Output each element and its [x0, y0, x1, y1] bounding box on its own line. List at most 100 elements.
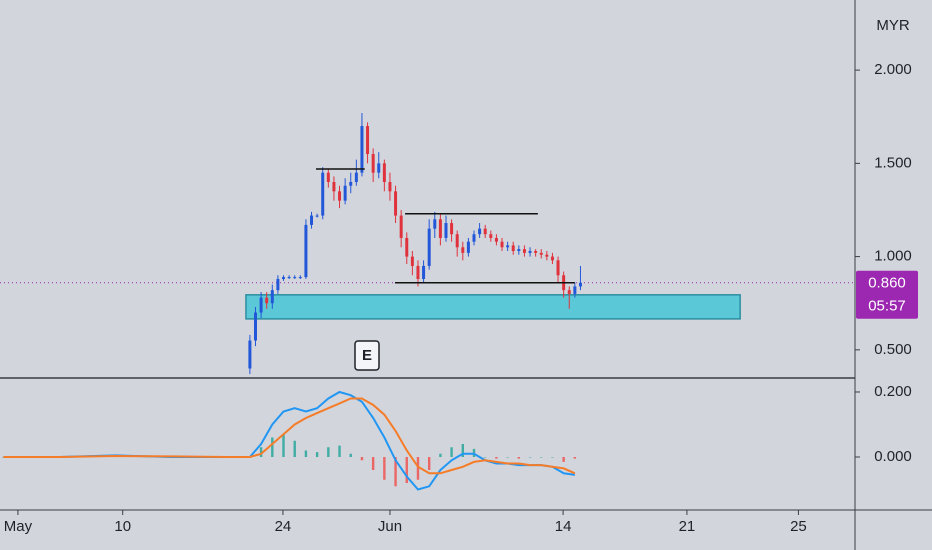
support-zone	[245, 294, 741, 320]
candle-body	[578, 282, 582, 287]
candle-body	[528, 251, 532, 253]
candle-body	[489, 234, 493, 238]
histogram-bar	[293, 440, 296, 458]
candle-body	[517, 249, 521, 252]
histogram-bar	[327, 447, 330, 458]
candle-body	[438, 219, 442, 238]
histogram-bar	[528, 457, 532, 458]
histogram-bar	[461, 444, 464, 458]
candle-body	[248, 340, 252, 369]
candle-body	[253, 312, 257, 341]
y-tick-label: 2.000	[874, 61, 912, 78]
candle-body	[332, 182, 336, 192]
x-tick-label: May	[4, 518, 33, 535]
candle-body	[310, 215, 314, 225]
histogram-bar	[259, 447, 263, 458]
countdown-label: 05:57	[868, 298, 906, 315]
candle-body	[388, 182, 392, 192]
candle-body	[506, 245, 510, 248]
candle-body	[265, 297, 269, 304]
histogram-bar	[271, 437, 274, 458]
histogram-bar	[517, 457, 521, 459]
x-tick-label: 21	[679, 518, 696, 535]
candle-body	[433, 219, 437, 229]
candle-body	[354, 172, 358, 183]
histogram-bar	[573, 457, 577, 459]
histogram-bar	[315, 452, 319, 458]
candle-body	[550, 256, 554, 261]
histogram-bar	[338, 445, 341, 458]
y2-tick-label: 0.200	[874, 383, 912, 400]
x-tick-label: 14	[555, 518, 572, 535]
candle-body	[410, 256, 414, 266]
candle-body	[377, 163, 381, 173]
histogram-bar	[405, 457, 408, 484]
candle-body	[276, 278, 280, 291]
candle-body	[494, 237, 498, 242]
histogram-bar	[495, 457, 498, 459]
macd-line	[3, 397, 576, 475]
histogram-bar	[304, 450, 308, 458]
x-tick-label: 10	[114, 518, 131, 535]
candle-body	[461, 247, 465, 253]
candle-body	[511, 245, 515, 252]
candle-body	[478, 228, 482, 235]
last-price-box	[856, 270, 918, 319]
candle-body	[444, 223, 448, 238]
histogram-bar	[562, 457, 565, 462]
histogram-bar	[450, 447, 453, 458]
histogram-bar	[551, 457, 554, 458]
histogram-bar	[360, 457, 364, 461]
candle-body	[422, 265, 426, 279]
candle-body	[298, 277, 302, 279]
candle-body	[321, 172, 325, 216]
candle-body	[556, 260, 560, 276]
candle-body	[326, 172, 330, 183]
candle-body	[371, 154, 375, 173]
candle-body	[545, 254, 549, 257]
candle-body	[282, 277, 286, 279]
candle-body	[394, 191, 398, 216]
candle-body	[500, 241, 504, 248]
candle-body	[450, 223, 454, 235]
histogram-bar	[383, 457, 386, 480]
candle-body	[399, 215, 403, 238]
histogram-bar	[349, 453, 352, 458]
candle-body	[472, 234, 476, 242]
earnings-label: E	[362, 347, 372, 364]
histogram-bar	[394, 457, 397, 487]
macd-line	[3, 390, 576, 491]
candle-body	[416, 265, 420, 279]
histogram-bar	[484, 457, 487, 458]
y-tick-label: 1.500	[874, 154, 912, 171]
candle-body	[349, 182, 353, 186]
candle-body	[567, 290, 571, 294]
histogram-bar	[439, 453, 442, 458]
x-tick-label: 25	[790, 518, 807, 535]
candle-body	[293, 277, 297, 279]
histogram-bar	[416, 457, 420, 480]
y-tick-label: 1.000	[874, 248, 912, 265]
candle-body	[270, 290, 274, 304]
x-tick-label: Jun	[378, 518, 402, 535]
candle-body	[287, 277, 291, 279]
x-tick-label: 24	[275, 518, 292, 535]
earnings-box	[354, 340, 380, 371]
candle-body	[427, 228, 431, 266]
candle-body	[539, 252, 543, 255]
candle-body	[360, 126, 364, 173]
histogram-bar	[371, 457, 375, 471]
candle-body	[315, 215, 319, 217]
candle-body	[338, 191, 342, 201]
histogram-bar	[427, 457, 431, 471]
candle-body	[382, 163, 386, 183]
candle-body	[573, 286, 577, 294]
last-price-label: 0.860	[868, 275, 906, 292]
histogram-bar	[282, 434, 285, 458]
y2-tick-label: 0.000	[874, 448, 912, 465]
candle-body	[483, 228, 487, 235]
candle-body	[522, 249, 526, 253]
